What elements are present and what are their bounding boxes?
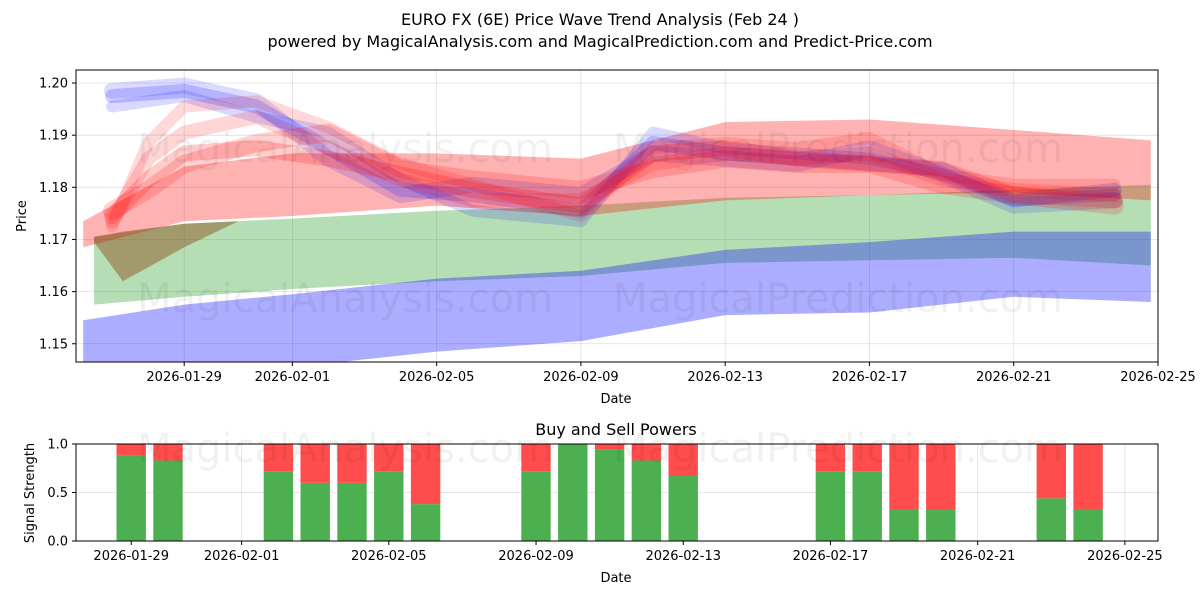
watermark-bottom-right: MagicalPrediction.com xyxy=(613,426,1063,472)
wave-line xyxy=(106,90,1121,228)
sell-bar xyxy=(594,444,625,450)
wave-line xyxy=(104,140,1123,224)
sell-bar xyxy=(631,444,662,461)
buy-bar xyxy=(558,444,588,541)
buy-bar xyxy=(116,455,146,541)
price-x-tick-label: 2026-02-09 xyxy=(543,370,619,385)
price-axes-frame xyxy=(75,69,1159,363)
buy-bar xyxy=(889,509,919,541)
wave-line xyxy=(104,77,1123,214)
price-x-tick-label: 2026-02-17 xyxy=(832,370,908,385)
price-y-tick-label: 1.15 xyxy=(39,337,68,352)
sell-bar xyxy=(815,444,846,472)
price-y-axis-label: Price xyxy=(15,200,30,232)
watermark-mid-right: MagicalPrediction.com xyxy=(613,276,1063,322)
sell-bar xyxy=(300,444,330,483)
price-x-axis-label: Date xyxy=(600,392,631,407)
price-y-tick-label: 1.17 xyxy=(39,233,68,248)
buy-bar xyxy=(410,504,441,541)
signal-ticks: 2026-01-29 2026-02-01 2026-02-05 2026-02-09… xyxy=(47,438,1162,565)
sell-bar xyxy=(410,444,441,505)
signal-bars xyxy=(116,444,1103,541)
sell-bar xyxy=(1073,444,1103,509)
price-x-tick-label: 2026-02-25 xyxy=(1120,370,1196,385)
price-y-tick-label: 1.20 xyxy=(39,77,68,92)
price-ticks: 2026-01-29 2026-02-01 2026-02-05 2026-02-09… xyxy=(39,77,1196,385)
signal-x-tick-label: 2026-02-05 xyxy=(351,549,427,564)
sell-bar xyxy=(263,444,294,472)
price-x-tick-label: 2026-02-05 xyxy=(399,370,475,385)
buy-bar xyxy=(1073,509,1103,541)
sell-bar xyxy=(926,444,956,509)
price-wave-lines xyxy=(103,77,1124,233)
buy-bar xyxy=(521,471,551,541)
price-bands xyxy=(83,119,1151,362)
watermark-mid-left: MagicalAnalysis.com xyxy=(137,276,553,322)
chart-subtitle: powered by MagicalAnalysis.com and Magic… xyxy=(267,32,933,51)
signal-x-tick-label: 2026-02-17 xyxy=(793,549,869,564)
price-x-tick-label: 2026-02-13 xyxy=(687,370,763,385)
buy-bar xyxy=(631,460,662,541)
buy-bar xyxy=(926,509,956,541)
signal-x-tick-label: 2026-02-21 xyxy=(940,549,1016,564)
sell-bar xyxy=(889,444,919,509)
signal-x-tick-label: 2026-02-25 xyxy=(1087,549,1163,564)
watermark-top-right: MagicalPrediction.com xyxy=(613,126,1063,172)
sell-bar xyxy=(1036,444,1066,499)
blue-band-area xyxy=(83,231,1151,362)
price-x-tick-label: 2026-02-01 xyxy=(255,370,331,385)
signal-x-axis-label: Date xyxy=(600,571,631,586)
price-y-tick-label: 1.16 xyxy=(39,285,68,300)
wave-line xyxy=(105,109,1122,229)
wave-line xyxy=(103,123,1124,220)
watermark-top-left: MagicalAnalysis.com xyxy=(137,126,553,172)
sell-bar xyxy=(374,444,404,472)
signal-y-tick-label: 0.0 xyxy=(47,535,68,550)
brown-band-area xyxy=(94,221,239,282)
buy-bar xyxy=(815,471,846,541)
buy-bar xyxy=(852,471,882,541)
sell-bar xyxy=(337,444,367,483)
wave-line xyxy=(105,83,1122,218)
price-x-tick-label: 2026-02-21 xyxy=(976,370,1052,385)
price-y-tick-label: 1.19 xyxy=(39,129,68,144)
sell-bar xyxy=(668,444,698,476)
signal-chart-title: Buy and Sell Powers xyxy=(535,420,697,439)
buy-bar xyxy=(263,471,294,541)
chart-title: EURO FX (6E) Price Wave Trend Analysis (… xyxy=(400,10,800,29)
sell-bar xyxy=(116,444,146,456)
red-band-area xyxy=(83,119,1151,248)
signal-x-tick-label: 2026-02-09 xyxy=(498,549,574,564)
signal-x-tick-label: 2026-01-29 xyxy=(93,549,169,564)
signal-y-axis-label: Signal Strength xyxy=(23,443,38,543)
signal-x-tick-label: 2026-02-01 xyxy=(204,549,280,564)
wave-line xyxy=(106,95,1121,233)
buy-bar xyxy=(668,476,698,541)
sell-bar xyxy=(153,444,183,461)
sell-bar xyxy=(852,444,882,472)
sell-bar xyxy=(521,444,551,472)
buy-bar xyxy=(337,482,367,541)
buy-bar xyxy=(594,449,625,541)
buy-bar xyxy=(153,460,183,541)
price-y-tick-label: 1.18 xyxy=(39,181,68,196)
buy-bar xyxy=(374,471,404,541)
signal-x-tick-label: 2026-02-13 xyxy=(645,549,721,564)
signal-y-tick-label: 1.0 xyxy=(47,438,68,453)
watermark-bottom-left: MagicalAnalysis.com xyxy=(137,426,553,472)
buy-bar xyxy=(300,482,330,541)
green-band-area xyxy=(94,184,1151,305)
price-x-tick-label: 2026-01-29 xyxy=(146,370,222,385)
buy-bar xyxy=(1036,498,1066,541)
signal-y-tick-label: 0.5 xyxy=(47,486,68,501)
